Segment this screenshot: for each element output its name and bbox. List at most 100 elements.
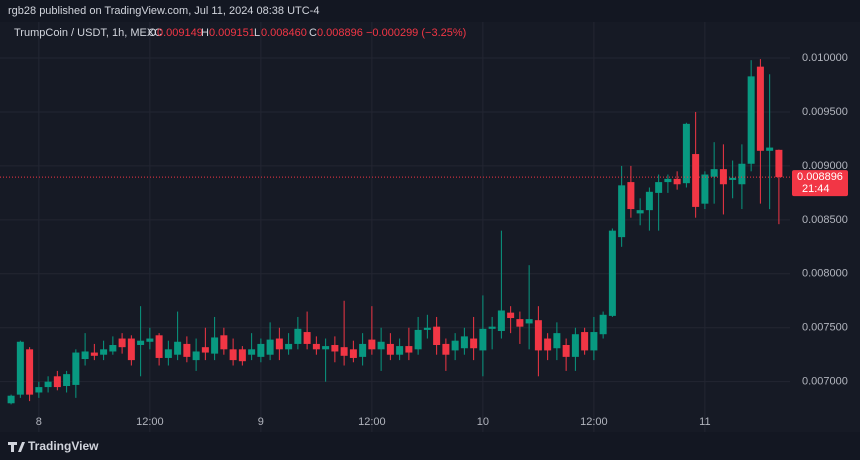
candle-body <box>63 374 71 387</box>
candle-body <box>266 339 274 355</box>
y-tick-label: 0.007000 <box>802 376 848 388</box>
candle-body <box>16 341 24 395</box>
candle-body <box>553 333 561 349</box>
candle-body <box>100 349 108 355</box>
candle-body <box>581 332 589 351</box>
low-value: 0.008460 <box>261 27 307 39</box>
candle-body <box>729 177 737 180</box>
candle-body <box>664 178 672 183</box>
candle-body <box>109 345 117 352</box>
candle-body <box>90 352 98 356</box>
candle-body <box>137 340 145 346</box>
candle-body <box>211 337 219 354</box>
candle-body <box>442 343 450 355</box>
candle-body <box>155 335 163 358</box>
candle-body <box>275 338 283 350</box>
plot-background <box>0 22 860 432</box>
candle-body <box>405 346 413 353</box>
high-label: H <box>201 27 209 39</box>
candle-body <box>81 351 89 360</box>
candle-body <box>174 341 182 355</box>
candle-body <box>248 349 256 355</box>
candle-body <box>534 320 542 351</box>
candle-body <box>756 66 764 151</box>
candle-body <box>192 351 200 361</box>
x-tick-label: 8 <box>36 416 42 428</box>
grid <box>0 22 790 432</box>
candle-body <box>164 349 172 358</box>
candle-body <box>627 182 635 210</box>
candle-body <box>146 338 154 342</box>
candle-body <box>655 182 663 193</box>
candle-body <box>368 339 376 350</box>
candle-body <box>127 338 135 361</box>
candle-body <box>636 210 644 214</box>
candle-body <box>312 343 320 350</box>
open-label: O <box>148 27 157 39</box>
candle-body <box>544 338 552 351</box>
candle-body <box>692 154 700 207</box>
candle-body <box>377 341 385 350</box>
candle-body <box>53 376 61 388</box>
candle-body <box>349 349 357 358</box>
candle-body <box>331 345 339 352</box>
candle-body <box>775 149 783 178</box>
brand-logo <box>8 442 25 452</box>
candle-body <box>470 338 478 349</box>
candle-body <box>183 343 191 357</box>
x-tick-label: 9 <box>258 416 264 428</box>
candle-body <box>303 332 311 344</box>
candle-body <box>35 387 43 393</box>
y-tick-label: 0.009500 <box>802 106 848 118</box>
published-note: rgb28 published on TradingView.com, Jul … <box>8 5 319 17</box>
candle-body <box>497 310 505 331</box>
candle-body <box>479 328 487 351</box>
candle-body <box>590 332 598 351</box>
candle-body <box>229 349 237 361</box>
candle-body <box>257 343 265 357</box>
x-tick-label: 10 <box>477 416 489 428</box>
candle-body <box>238 349 246 362</box>
candle-body <box>72 352 80 385</box>
candle-body <box>562 345 570 357</box>
y-tick-label: 0.009000 <box>802 160 848 172</box>
open-value: 0.009149 <box>157 27 203 39</box>
candle-body <box>525 319 533 324</box>
candle-body <box>285 343 293 350</box>
candle-body <box>396 346 404 355</box>
candle-body <box>220 335 228 350</box>
candle-body <box>340 347 348 356</box>
candle-body <box>571 334 579 357</box>
candle-body <box>359 343 367 357</box>
candle-body <box>423 327 431 330</box>
brand: TradingView <box>8 439 99 453</box>
candle-body <box>701 174 709 204</box>
candle-body <box>608 230 616 316</box>
candle-body <box>618 185 626 238</box>
candle-body <box>516 319 524 327</box>
candle-body <box>322 346 330 350</box>
symbol: TrumpCoin / USDT, 1h, MEXC <box>14 27 162 39</box>
candle-body <box>682 123 690 184</box>
candle-body <box>460 336 468 349</box>
candle-body <box>294 328 302 344</box>
candle-body <box>26 349 34 395</box>
candle-body <box>414 329 422 350</box>
brand-name: TradingView <box>28 439 99 453</box>
last-price-tag <box>792 170 848 197</box>
legend: TrumpCoin / USDT, 1h, MEXC O 0.009149 H … <box>14 27 466 39</box>
y-tick-label: 0.008000 <box>802 268 848 280</box>
countdown: 21:44 <box>802 183 830 195</box>
axes: 0.007000 0.007500 0.008000 0.008500 0.009000… <box>36 52 848 428</box>
x-tick-label: 12:00 <box>136 416 164 428</box>
candle-body <box>488 326 496 329</box>
candle-body <box>747 76 755 164</box>
candle-body <box>44 381 52 388</box>
change: −0.000299 (−3.25%) <box>366 27 466 39</box>
candle-body <box>710 169 718 177</box>
y-tick-label: 0.007500 <box>802 322 848 334</box>
candle-body <box>673 178 681 185</box>
last-price-label: 0.008896 <box>797 171 843 183</box>
candle-body <box>7 395 15 404</box>
